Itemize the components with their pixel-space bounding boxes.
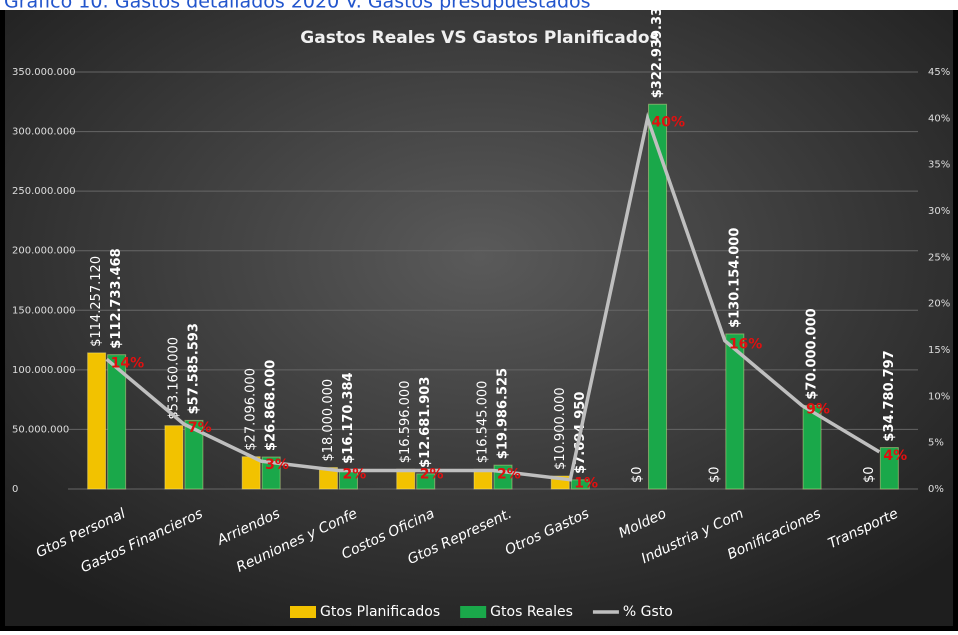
line-label: 2%	[497, 466, 521, 482]
data-label: $57.585.593	[186, 323, 201, 414]
bar	[241, 456, 261, 490]
y2-tick-label: 15%	[928, 345, 950, 356]
line-label: 1%	[574, 476, 598, 492]
data-label: $322.939.330	[650, 0, 665, 98]
data-label: $0	[630, 466, 645, 483]
data-label: $16.170.384	[341, 372, 356, 463]
data-label: $27.096.000	[244, 368, 259, 451]
data-label: $70.000.000	[805, 308, 820, 399]
data-label: $16.545.000	[476, 381, 491, 464]
bar	[107, 354, 127, 490]
y-tick-label: 50.000.000	[12, 424, 69, 435]
data-label: $12.681.903	[418, 377, 433, 468]
legend-label: % Gsto	[623, 604, 673, 620]
y2-tick-label: 35%	[928, 160, 950, 171]
y2-tick-label: 20%	[928, 299, 950, 310]
legend-swatch	[290, 606, 316, 618]
data-label: $130.154.000	[727, 228, 742, 328]
line-label: 4%	[883, 448, 907, 464]
y-tick-label: 0	[12, 484, 18, 495]
data-label: $19.986.525	[496, 368, 511, 459]
legend-swatch	[460, 606, 487, 618]
data-label: $53.160.000	[166, 337, 181, 420]
y-tick-label: 200.000.000	[12, 246, 76, 257]
bar	[164, 425, 184, 490]
y2-tick-label: 25%	[928, 252, 950, 263]
y-tick-label: 250.000.000	[12, 186, 76, 197]
data-label: $112.733.468	[109, 248, 124, 348]
bar	[184, 419, 204, 490]
legend-label: Gtos Reales	[490, 604, 573, 620]
caption: Gráfico 10: Gastos detallados 2020 V. Ga…	[4, 0, 591, 13]
chart-background	[5, 10, 953, 626]
y2-tick-label: 10%	[928, 391, 950, 402]
line-label: 9%	[806, 402, 830, 418]
data-label: $0	[707, 466, 722, 483]
line-label: 2%	[420, 466, 444, 482]
y-tick-label: 150.000.000	[12, 305, 76, 316]
line-label: 16%	[729, 337, 763, 353]
line-label: 14%	[111, 355, 145, 371]
line-label: 3%	[265, 457, 289, 473]
line-label: 7%	[188, 420, 212, 436]
y-tick-label: 100.000.000	[12, 365, 76, 376]
y2-tick-label: 45%	[928, 67, 950, 78]
bar	[725, 333, 745, 490]
data-label: $0	[862, 466, 877, 483]
chart-title: Gastos Reales VS Gastos Planificados	[300, 28, 659, 48]
y2-tick-label: 0%	[928, 484, 944, 495]
data-label: $114.257.120	[89, 256, 104, 347]
bar	[802, 405, 822, 490]
y2-tick-label: 5%	[928, 438, 944, 449]
bar	[473, 468, 493, 490]
bar	[648, 103, 668, 490]
y-tick-label: 300.000.000	[12, 127, 76, 138]
y-tick-label: 350.000.000	[12, 67, 76, 78]
data-label: $34.780.797	[882, 350, 897, 441]
bar	[87, 352, 107, 490]
legend-label: Gtos Planificados	[320, 604, 440, 620]
bar	[261, 456, 281, 490]
data-label: $10.900.000	[553, 387, 568, 470]
line-label: 40%	[652, 114, 686, 130]
line-label: 2%	[342, 466, 366, 482]
y2-tick-label: 40%	[928, 113, 950, 124]
data-label: $18.000.000	[321, 379, 336, 462]
data-label: $16.596.000	[398, 381, 413, 464]
bar	[879, 447, 899, 490]
bar	[416, 473, 436, 490]
bar	[570, 479, 590, 490]
y2-tick-label: 30%	[928, 206, 950, 217]
data-label: $26.868.000	[264, 360, 279, 451]
line	[105, 111, 881, 482]
